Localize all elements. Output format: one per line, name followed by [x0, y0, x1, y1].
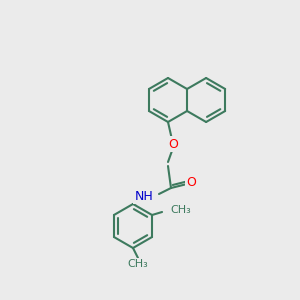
Text: NH: NH	[134, 190, 153, 202]
Text: CH₃: CH₃	[170, 205, 191, 215]
Text: O: O	[186, 176, 196, 190]
Text: O: O	[168, 137, 178, 151]
Text: CH₃: CH₃	[128, 259, 148, 269]
